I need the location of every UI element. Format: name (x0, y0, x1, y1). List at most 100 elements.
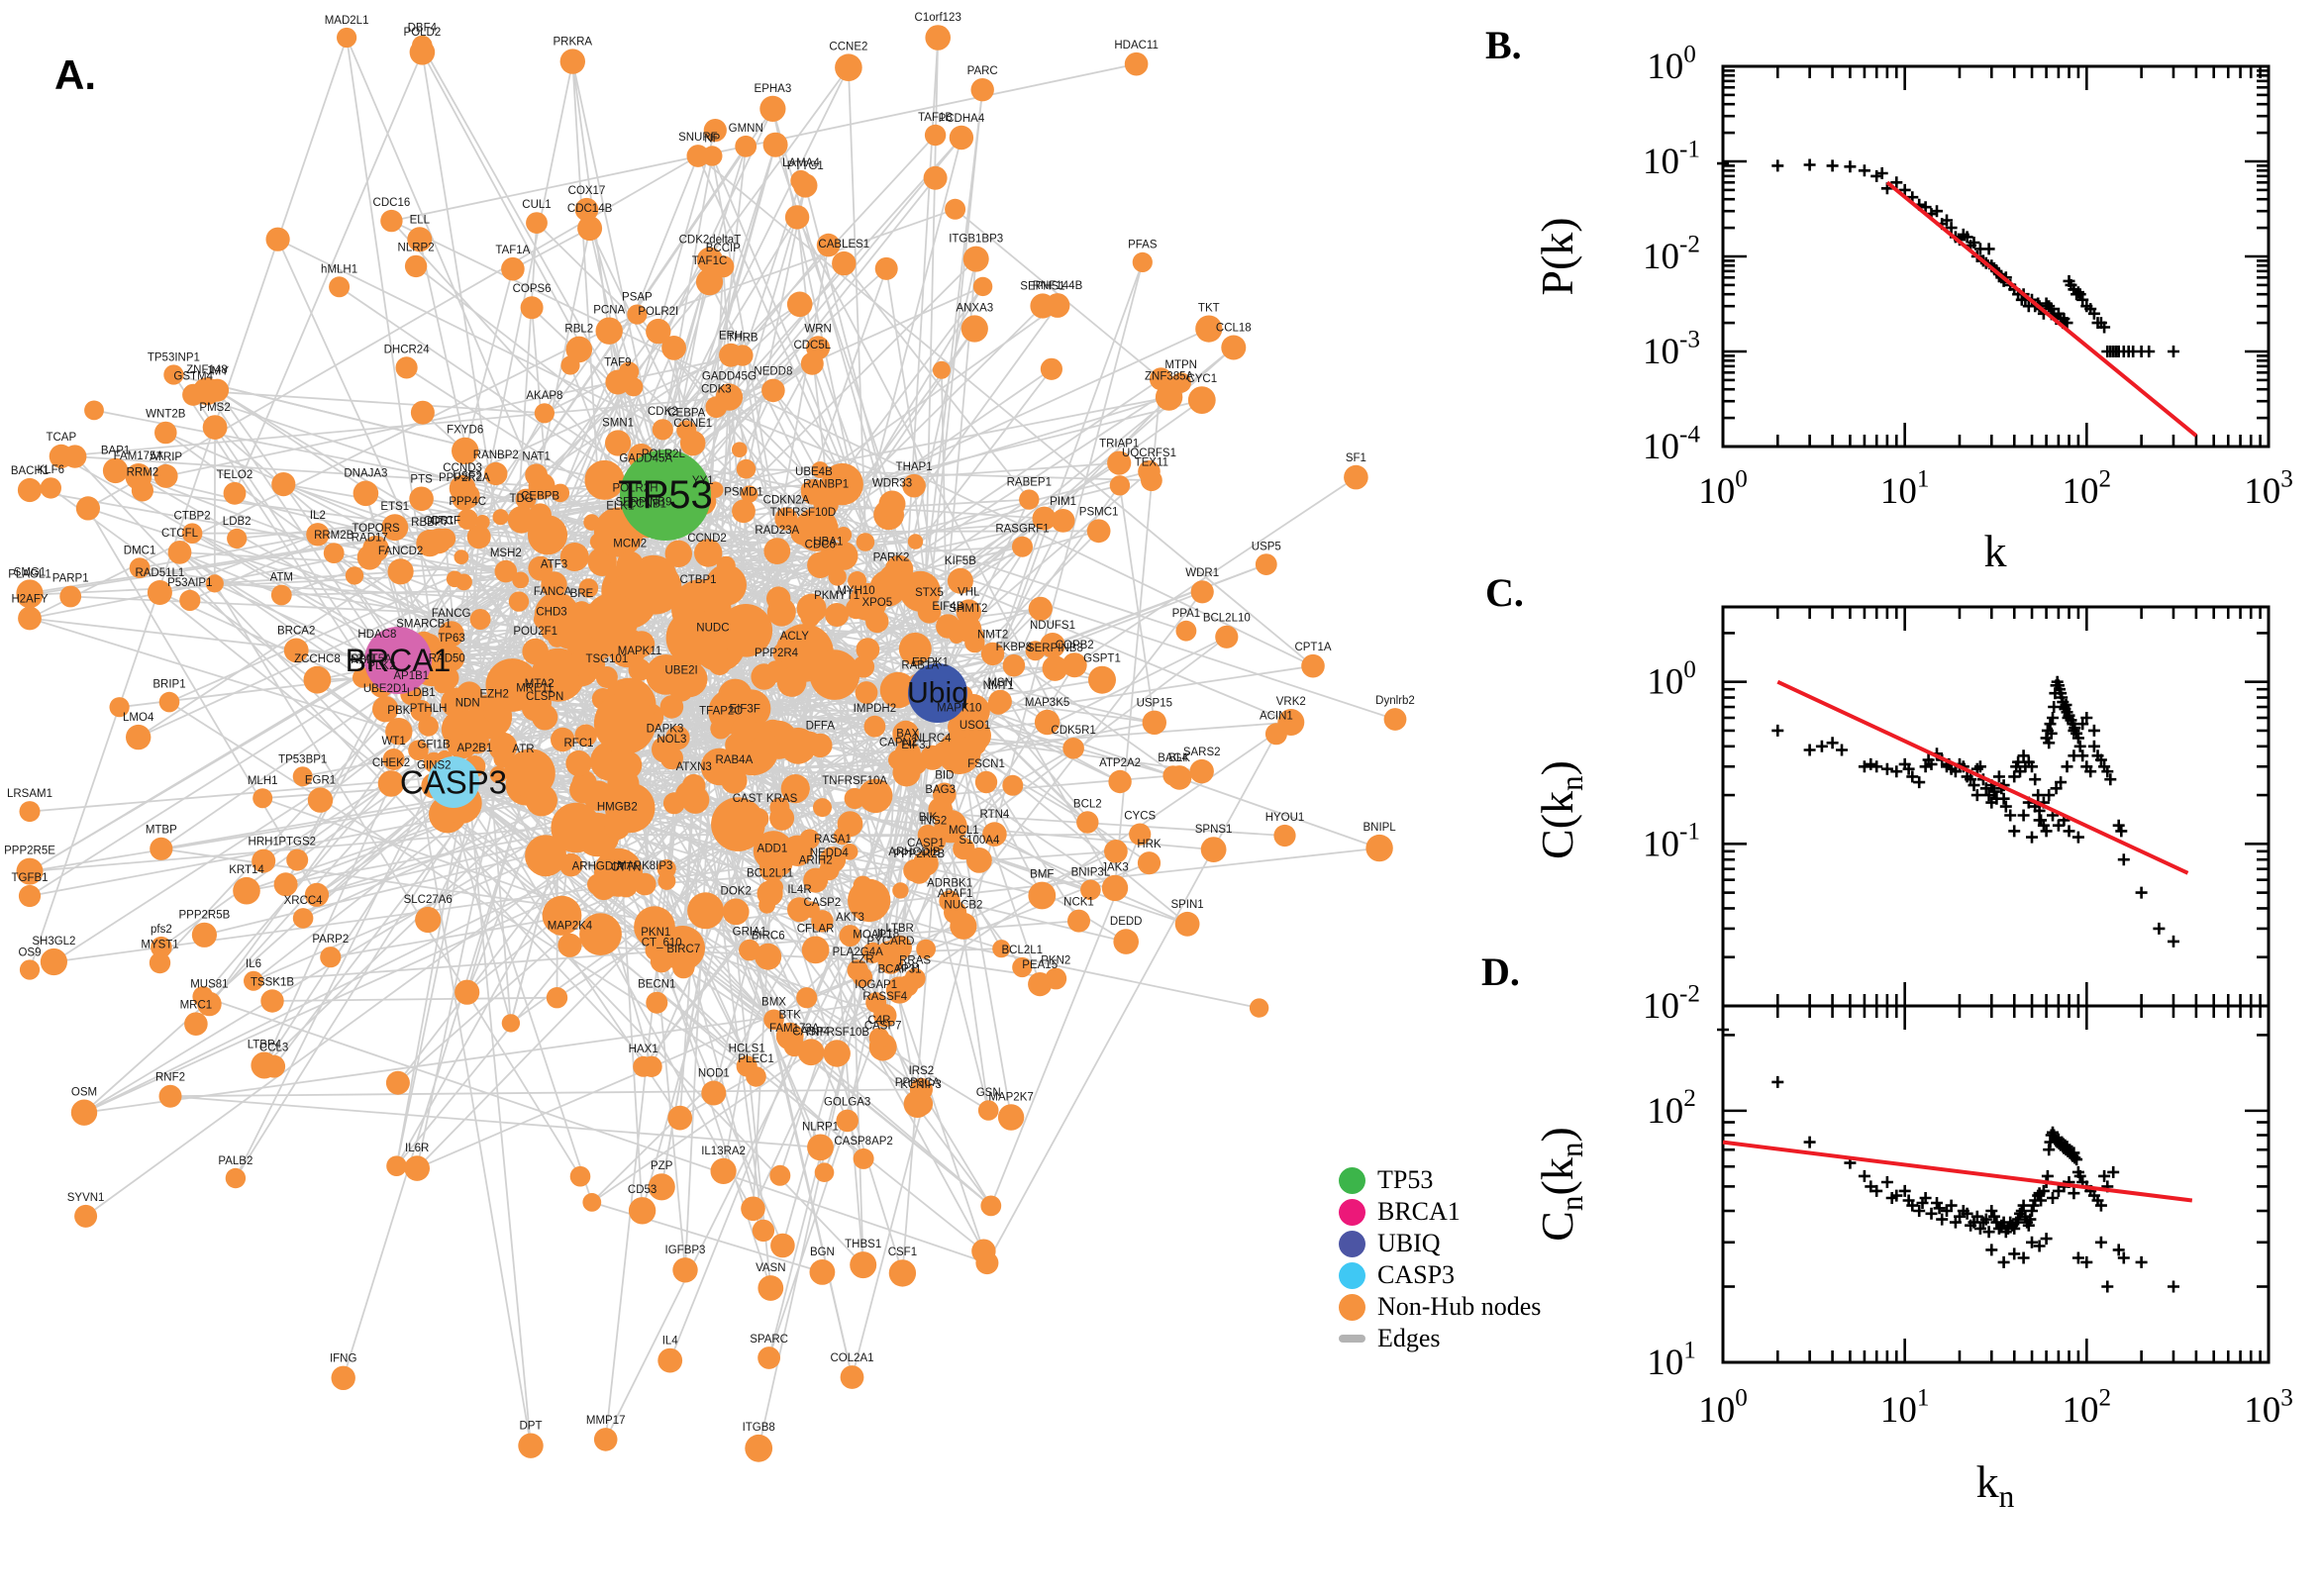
network-node (377, 770, 405, 797)
network-node (652, 419, 673, 441)
network-node (1086, 519, 1111, 544)
network-node (484, 461, 508, 486)
node-label: LDB2 (223, 516, 252, 528)
fit-line (1885, 180, 2198, 438)
network-node (337, 27, 357, 49)
node-label: BCL2L1 (1002, 945, 1044, 956)
network-node (265, 227, 290, 251)
node-label: NMT1 (983, 680, 1014, 692)
plot-frame (1721, 64, 2271, 449)
network-node (977, 1100, 999, 1121)
node-label: MOAP1 (853, 930, 892, 942)
node-label: CDK5R1 (1051, 725, 1095, 737)
node-label: CEBPA (667, 408, 705, 420)
node-label: CCND2 (687, 533, 727, 545)
network-node (997, 1104, 1025, 1131)
network-node (252, 848, 276, 873)
network-node (426, 528, 453, 554)
node-label: CHEK2 (372, 757, 410, 769)
node-label: DFFA (806, 721, 836, 733)
node-label: ETS1 (380, 501, 409, 513)
network-node (386, 1155, 407, 1176)
node-label: CFLAR (797, 924, 835, 936)
network-node (438, 645, 465, 672)
network-node (699, 635, 727, 662)
node-label: PLAGL1 (8, 569, 50, 581)
node-label: NAT1 (522, 450, 551, 462)
node-label: POLR2H (612, 483, 657, 495)
network-node (345, 566, 364, 585)
node-label: ZNF385A (1145, 370, 1194, 382)
network-node (16, 857, 44, 885)
node-label: DPT (520, 1421, 543, 1433)
network-node (656, 859, 676, 879)
network-hub-nodes (364, 449, 967, 808)
node-label: VASN (756, 1262, 785, 1274)
network-node (1137, 851, 1162, 875)
node-label: UQCRFS1 (1122, 448, 1176, 459)
node-label: KIF5B (945, 555, 976, 567)
node-label: ARHGDIB (888, 847, 941, 858)
network-node (809, 1259, 836, 1285)
network-node (307, 787, 334, 813)
network-node (809, 649, 860, 700)
network-node (1076, 811, 1099, 834)
network-node (646, 991, 668, 1014)
node-label: CYCS (1124, 811, 1156, 823)
network-node (696, 546, 718, 566)
network-node (921, 828, 947, 853)
node-label: PPP2R2B (893, 848, 945, 860)
node-label: IGFBP3 (665, 1245, 706, 1256)
node-label: ATM (270, 572, 293, 584)
legend-item-label: CASP3 (1377, 1260, 1456, 1289)
node-label: BIK (919, 812, 938, 824)
node-label: MAPK8IP3 (617, 860, 672, 872)
network-node (452, 484, 477, 511)
network-node (410, 699, 433, 722)
node-label: TGFB1 (11, 872, 48, 884)
node-label: IMPDH2 (854, 703, 896, 715)
node-label: TSG101 (585, 653, 628, 665)
node-label: BAG4 (1158, 752, 1188, 764)
node-label: HYOU1 (1265, 812, 1305, 824)
node-label: BAP1 (101, 446, 130, 457)
node-label: IL4R (787, 884, 811, 896)
network-node (543, 599, 563, 619)
network-node (40, 477, 61, 499)
node-label: HCLS1 (729, 1043, 765, 1054)
panel-a-label: A. (54, 51, 96, 98)
network-node (244, 970, 263, 991)
network-node (863, 715, 886, 738)
network-node (800, 478, 827, 505)
node-label: WNT2B (146, 409, 186, 421)
node-label: CASP1 (907, 838, 945, 849)
node-label: PARK2 (873, 552, 910, 564)
network-node (227, 528, 248, 549)
network-node (836, 1109, 858, 1133)
node-label: CTBP1 (679, 574, 716, 586)
ubiq-swatch-icon (1339, 1230, 1365, 1257)
network-node (828, 567, 847, 586)
node-label: POLR2I (638, 306, 678, 318)
network-node (404, 1155, 431, 1181)
node-label: DAPK3 (647, 724, 684, 736)
node-label: ELK1 (606, 501, 634, 513)
node-label: PARC (967, 65, 998, 77)
network-node (1101, 874, 1129, 902)
network-node (759, 95, 786, 122)
node-label: COPS6 (513, 283, 552, 295)
node-label: PEA15 (1022, 959, 1058, 971)
network-node (721, 767, 748, 794)
chart-C: 100 10-1 10-2 C(kn​) (1532, 605, 2271, 1027)
node-label: HMGB2 (597, 801, 638, 813)
network-node (380, 209, 403, 233)
node-label: TAF9 (604, 357, 631, 369)
network-node (796, 987, 818, 1009)
network-node (779, 727, 817, 764)
node-label: PPP2R4 (755, 648, 799, 659)
node-label: UBE2D1 (363, 683, 408, 695)
network-node (18, 606, 42, 631)
network-node (758, 855, 786, 882)
chart-B: 100 101 102 103 100 10-1 10-2 10-3 10-4 k P(k) (1532, 41, 2293, 576)
node-label: GRIA1 (733, 927, 767, 939)
